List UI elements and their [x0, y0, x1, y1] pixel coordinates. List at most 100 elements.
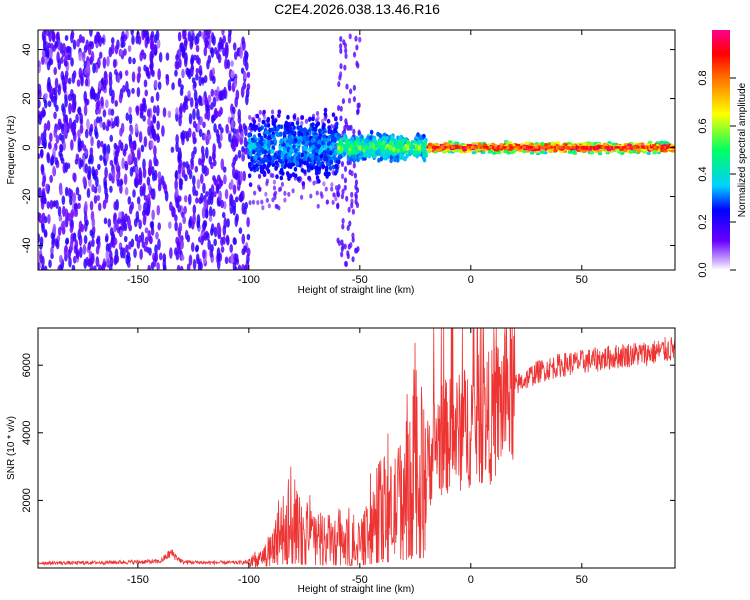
spectrogram-cell	[541, 146, 544, 149]
spectrogram-cell	[217, 141, 222, 149]
spectrogram-cell	[339, 115, 343, 122]
spectrogram-cell	[174, 247, 178, 256]
spectrogram-cell	[68, 102, 72, 115]
spectrogram-cell	[354, 194, 358, 201]
spectrogram-cell	[85, 39, 90, 51]
spectrogram-cell	[352, 157, 357, 163]
spectrogram-cell	[644, 146, 647, 149]
spectrogram-cell	[70, 92, 75, 103]
spectrogram-cell	[200, 235, 205, 243]
spectrogram-cell	[63, 121, 68, 134]
spectrogram-cell	[192, 131, 196, 140]
spectrogram-cell	[174, 188, 179, 198]
spectrogram-cell	[45, 45, 50, 58]
spectrogram-cell	[273, 152, 278, 158]
spectrogram-cell	[201, 164, 206, 175]
spectrogram-cell	[351, 208, 355, 215]
spectrogram-cell	[180, 131, 184, 140]
spectrogram-cell	[107, 108, 112, 116]
spectrogram-cell	[652, 149, 657, 153]
spectrogram-cell	[157, 222, 162, 231]
spectrogram-cell	[287, 191, 291, 197]
spectrogram-cell	[553, 149, 558, 153]
spectrogram-cell	[152, 116, 157, 124]
spectrogram-cell	[207, 94, 212, 103]
spectrogram-cell	[62, 105, 66, 118]
spectrogram-cell	[38, 89, 42, 100]
spectrogram-cell	[563, 146, 566, 149]
spectrogram-cell	[144, 36, 149, 49]
spectrogram-cell	[39, 242, 43, 250]
spectrogram-cell	[277, 150, 282, 156]
spectrogram-cell	[241, 263, 245, 270]
spectrogram-cell	[286, 147, 291, 153]
spectrogram-cell	[174, 221, 178, 232]
spectrogram-cell	[43, 216, 48, 224]
spectrogram-cell	[486, 146, 489, 149]
spectrogram-cell	[634, 146, 637, 149]
spectrogram-cell	[330, 186, 334, 192]
spectrogram-cell	[282, 146, 286, 152]
spectrogram-cell	[58, 133, 63, 141]
spectrogram-cell	[68, 117, 73, 129]
spectrogram-cell	[105, 250, 110, 262]
spectrogram-cell	[225, 234, 230, 243]
spectrogram-cell	[232, 205, 237, 216]
spectrogram-cell	[349, 242, 353, 249]
spectrogram-cell	[335, 121, 339, 127]
spectrogram-cell	[283, 137, 287, 142]
spectrogram-cell	[571, 149, 577, 153]
spectrogram-cell	[308, 157, 312, 163]
spectrogram-cell	[127, 45, 132, 52]
spectrogram-cell	[238, 125, 243, 132]
spectrogram-cell	[263, 149, 268, 155]
spectrogram-cell	[301, 184, 306, 190]
spectrogram-cell	[147, 73, 151, 80]
spectrogram-cell	[277, 113, 281, 118]
spectrogram-cell	[454, 141, 460, 145]
spectrogram-cell	[582, 142, 587, 146]
colorbar-tick-label: 0.8	[697, 70, 709, 85]
spectrogram-cell	[465, 146, 468, 149]
spectrogram-cell	[240, 85, 245, 98]
spectrogram-cell	[235, 132, 240, 140]
spectrogram-cell	[529, 151, 535, 155]
spectrogram-cell	[534, 146, 537, 149]
spectrogram-cell	[178, 195, 182, 202]
spectrogram-cell	[357, 102, 361, 109]
spectrogram-cell	[202, 182, 206, 194]
spectrogram-cell	[223, 217, 228, 229]
spectrogram-cell	[77, 136, 82, 148]
spectrogram-cell	[144, 89, 149, 97]
spectrogram-cell	[328, 145, 333, 150]
spectrogram-cell	[499, 143, 504, 147]
spectrogram-cell	[344, 121, 349, 128]
spectrogram-cell	[621, 146, 624, 149]
spectrogram-cell	[299, 126, 303, 132]
spectrogram-cell	[331, 133, 335, 139]
spectrogram-cell	[190, 221, 195, 230]
spectrogram-cell	[550, 141, 556, 145]
spectrogram-cell	[297, 130, 301, 136]
spectrogram-cell	[108, 85, 113, 97]
spectrogram-cell	[181, 165, 186, 177]
spectrogram-cell	[192, 175, 196, 186]
spectrogram-cell	[570, 146, 573, 149]
spectrogram-cell	[333, 148, 338, 154]
spectrogram-cell	[448, 140, 453, 144]
spectrogram-cell	[200, 173, 204, 184]
spectrogram-cell	[540, 146, 543, 149]
spectrogram-cell	[104, 235, 109, 243]
spectrogram-cell	[269, 172, 273, 178]
spectrogram-cell	[356, 62, 360, 69]
spectrogram-cell	[183, 195, 188, 203]
spectrogram-cell	[595, 146, 598, 149]
spectrogram-cell	[219, 92, 224, 99]
spectrogram-cell	[334, 185, 339, 191]
spectrogram-cell	[207, 239, 211, 251]
spectrogram-cell	[184, 174, 188, 182]
spectrogram-cell	[205, 167, 210, 176]
spectrogram-cell	[607, 146, 610, 149]
spectrogram-cell	[219, 133, 223, 142]
spectrogram-cell	[82, 176, 87, 185]
